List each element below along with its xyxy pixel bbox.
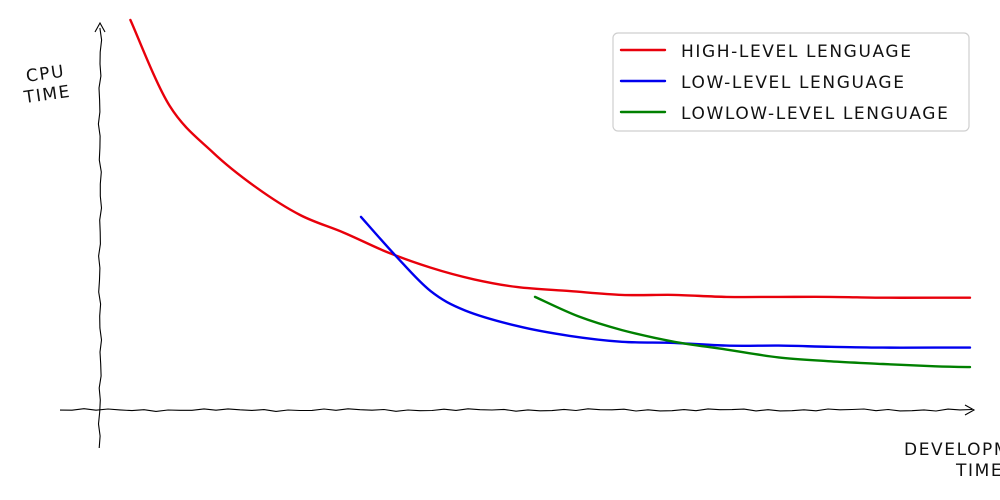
y-axis-label: CPU TIME	[22, 62, 73, 109]
series-line-low-level	[359, 215, 972, 349]
legend: HIGH-LEVEL LENGUAGE LOW-LEVEL LENGUAGE L…	[612, 32, 970, 132]
legend-label-high-level: HIGH-LEVEL LENGUAGE	[681, 42, 913, 62]
series-layer	[129, 18, 972, 369]
y-axis-arrow	[94, 21, 106, 33]
x-axis-label: DEVELOPMENT TIME	[904, 440, 1000, 481]
legend-label-lowlow-level: LOWLOW-LEVEL LENGUAGE	[681, 104, 949, 124]
series-line-lowlow-level	[533, 295, 972, 369]
x-axis-label-line-1: DEVELOPMENT	[904, 440, 1000, 460]
legend-label-low-level: LOW-LEVEL LENGUAGE	[681, 73, 906, 93]
axes	[59, 21, 976, 449]
x-axis-arrow	[964, 404, 976, 416]
x-axis-line	[59, 408, 973, 412]
legend-box	[612, 32, 970, 132]
series-line-high-level	[129, 18, 972, 299]
y-axis-line	[97, 27, 103, 449]
x-axis-label-line-2: TIME	[955, 461, 1000, 481]
